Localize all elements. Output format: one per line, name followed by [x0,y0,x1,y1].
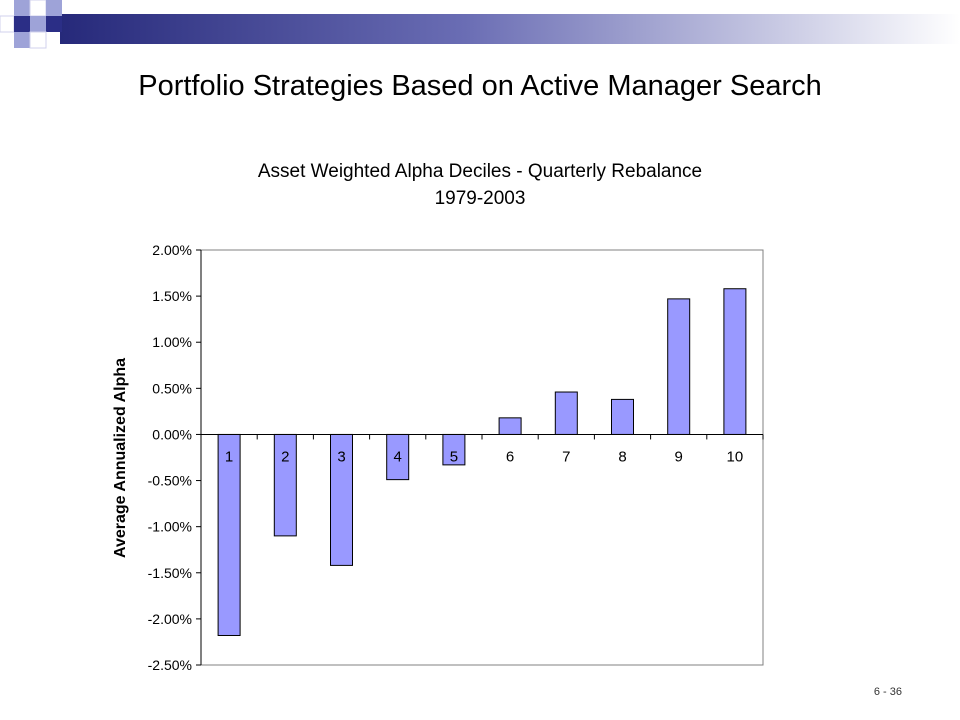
chart-title: Asset Weighted Alpha Deciles - Quarterly… [257,161,703,182]
decor-square [14,16,30,32]
x-tick-label: 9 [675,448,683,465]
x-tick-label: 8 [618,448,626,465]
y-tick-label: -1.00% [148,519,192,535]
bar [723,288,747,435]
slide-number: 6 - 36 [873,686,902,698]
x-tick-label: 5 [450,448,458,465]
x-tick-label: 6 [506,448,514,465]
bar [498,417,522,435]
x-tick-label: 4 [394,448,402,465]
x-tick-label: 3 [337,448,345,465]
y-tick-label: 2.00% [152,242,192,258]
decor-square [14,0,30,16]
bar [554,391,578,435]
y-axis-label: Average Annualized Alpha [112,358,129,558]
y-tick-label: -0.50% [148,473,192,489]
title-banner [0,0,960,56]
y-tick-label: 1.50% [152,288,192,304]
y-tick-label: -2.50% [148,657,192,673]
bar [667,298,691,435]
decor-square [14,32,30,48]
slide-title: Portfolio Strategies Based on Active Man… [138,70,822,102]
decor-square [46,16,62,32]
banner-graphic [0,0,960,49]
y-tick-label: 1.00% [152,334,192,350]
x-tick-label: 1 [225,448,233,465]
chart-subtitle: 1979-2003 [434,188,526,209]
decor-square [30,16,46,32]
x-tick-label: 7 [562,448,570,465]
y-tick-label: -2.00% [148,611,192,627]
bar [611,398,634,435]
y-tick-label: -1.50% [148,565,192,581]
x-tick-label: 10 [727,448,744,465]
chart-title-block: Asset Weighted Alpha Deciles - Quarterly… [0,158,960,212]
decor-square [29,31,47,49]
y-tick-label: 0.00% [152,426,192,442]
y-tick-label: 0.50% [152,380,192,396]
x-tick-label: 2 [281,448,289,465]
decor-square [46,0,62,16]
